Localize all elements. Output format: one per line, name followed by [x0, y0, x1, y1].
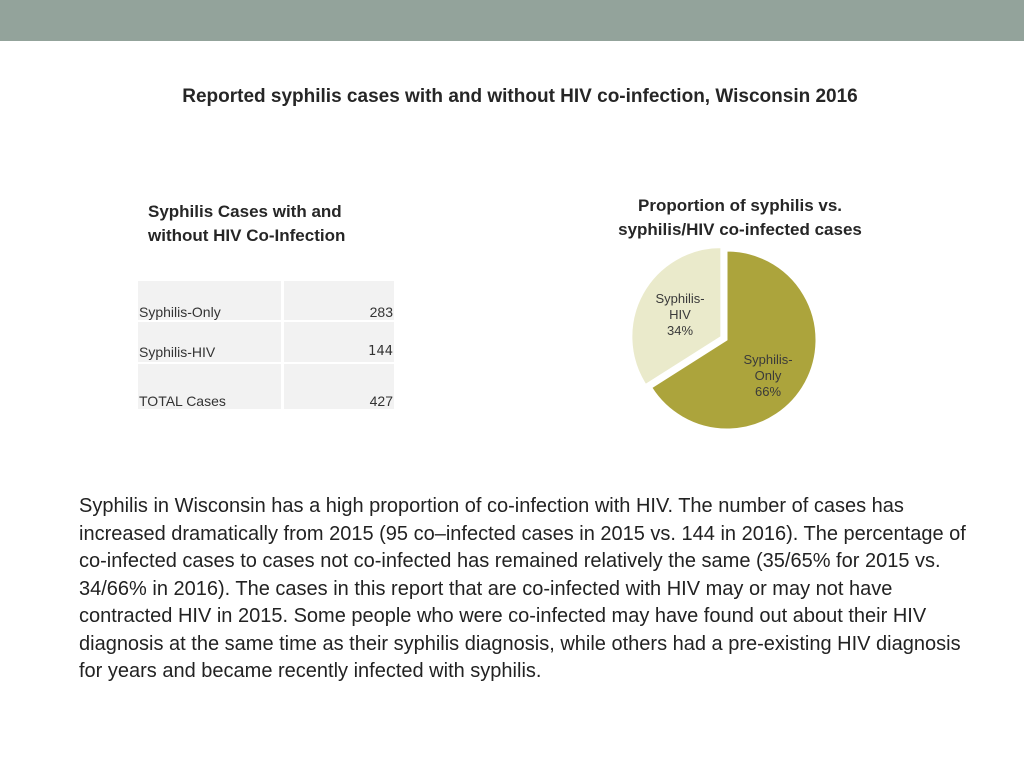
slide-title: Reported syphilis cases with and without… [182, 86, 858, 107]
row-value-syphilis-hiv: 144 [368, 344, 393, 359]
table-cell [138, 364, 281, 409]
table-title-line1: Syphilis Cases with and [148, 202, 342, 221]
pie-label-syphilis-only: Syphilis-Only 66% [743, 352, 792, 399]
row-value-syphilis-only: 283 [369, 304, 393, 320]
pie-title-line1: Proportion of syphilis vs. [637, 196, 843, 215]
table-cell [284, 281, 394, 320]
table-cell [284, 364, 394, 409]
pie-title: Proportion of syphilis vs. syphilis/HIV … [590, 194, 890, 242]
row-label-total: TOTAL Cases [139, 393, 226, 409]
table-title: Syphilis Cases with and without HIV Co-I… [148, 200, 408, 248]
body-paragraph: Syphilis in Wisconsin has a high proport… [79, 495, 966, 682]
row-label-syphilis-only: Syphilis-Only [139, 304, 221, 320]
pie-chart: Syphilis-Only 66% Syphilis-HIV 34% [631, 247, 817, 430]
table-cell [284, 322, 394, 362]
pie-slice-syphilis-only [651, 250, 817, 430]
row-label-syphilis-hiv: Syphilis-HIV [139, 344, 216, 360]
pie-slice-syphilis-hiv [631, 247, 722, 386]
table-title-line2: without HIV Co-Infection [148, 226, 346, 245]
pie-label-syphilis-hiv: Syphilis-HIV 34% [655, 291, 704, 338]
table-cell [138, 322, 281, 362]
row-value-total: 427 [369, 393, 393, 409]
cases-table: Syphilis-Only 283 Syphilis-HIV 144 TOTAL… [138, 281, 394, 409]
pie-title-line2: syphilis/HIV co-infected cases [618, 220, 862, 239]
table-cell [138, 281, 281, 320]
header-bar [0, 0, 1024, 41]
